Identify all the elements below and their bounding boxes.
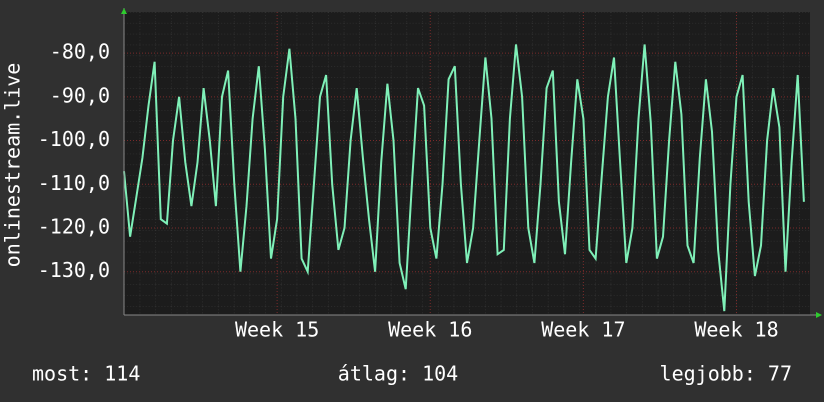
series-line — [123, 44, 805, 312]
footer-best: legjobb: 77 — [660, 362, 792, 386]
x-arrow — [816, 312, 822, 318]
y-tick-label: -110,0 — [38, 171, 110, 195]
footer-current: most: 114 — [32, 362, 140, 386]
y-tick-label: -90,0 — [50, 83, 110, 107]
plot — [123, 44, 805, 312]
y-axis-label: onlinestream.live — [1, 63, 25, 268]
x-tick-label: Week 15 — [235, 318, 319, 342]
y-tick-label: -100,0 — [38, 127, 110, 151]
y-tick-label: -130,0 — [38, 258, 110, 282]
x-tick-label: Week 18 — [694, 318, 778, 342]
x-tick-label: Week 16 — [388, 318, 472, 342]
grid — [124, 12, 810, 315]
y-tick-label: -120,0 — [38, 214, 110, 238]
y-tick-label: -80,0 — [50, 40, 110, 64]
minor-grid — [124, 12, 810, 315]
x-tick-label: Week 17 — [541, 318, 625, 342]
footer-average: átlag: 104 — [338, 362, 458, 386]
y-arrow — [121, 8, 127, 14]
